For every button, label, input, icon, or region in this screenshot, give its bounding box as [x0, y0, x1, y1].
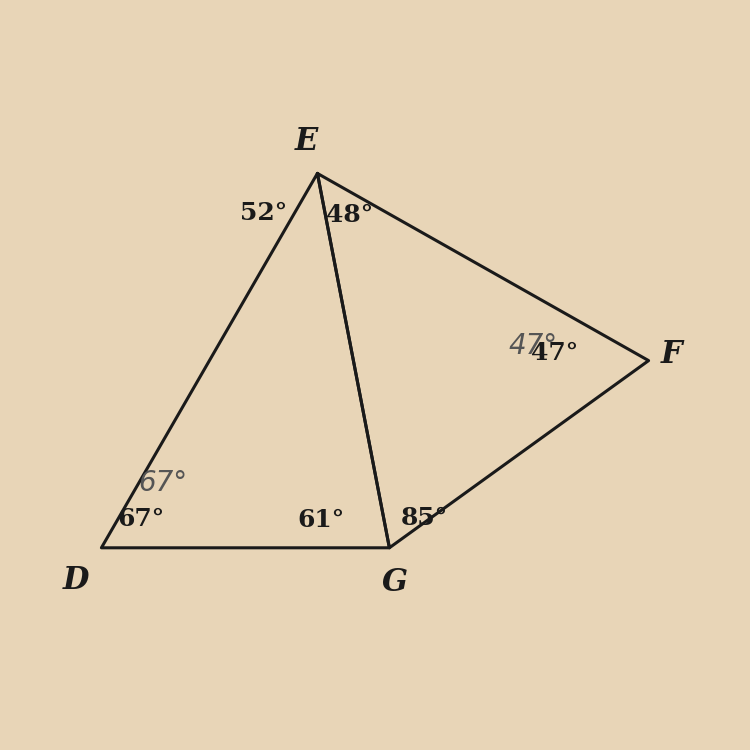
Text: 67°: 67° — [138, 469, 188, 497]
Text: F: F — [661, 339, 682, 370]
Text: G: G — [382, 567, 408, 598]
Text: D: D — [63, 565, 89, 596]
Text: 48°: 48° — [326, 203, 374, 227]
Text: 47°: 47° — [509, 332, 558, 360]
Text: 67°: 67° — [117, 507, 165, 531]
Text: 61°: 61° — [298, 509, 345, 532]
Text: 85°: 85° — [400, 506, 448, 530]
Text: E: E — [295, 125, 318, 157]
Text: 47°: 47° — [531, 341, 579, 365]
Text: 52°: 52° — [240, 201, 287, 225]
